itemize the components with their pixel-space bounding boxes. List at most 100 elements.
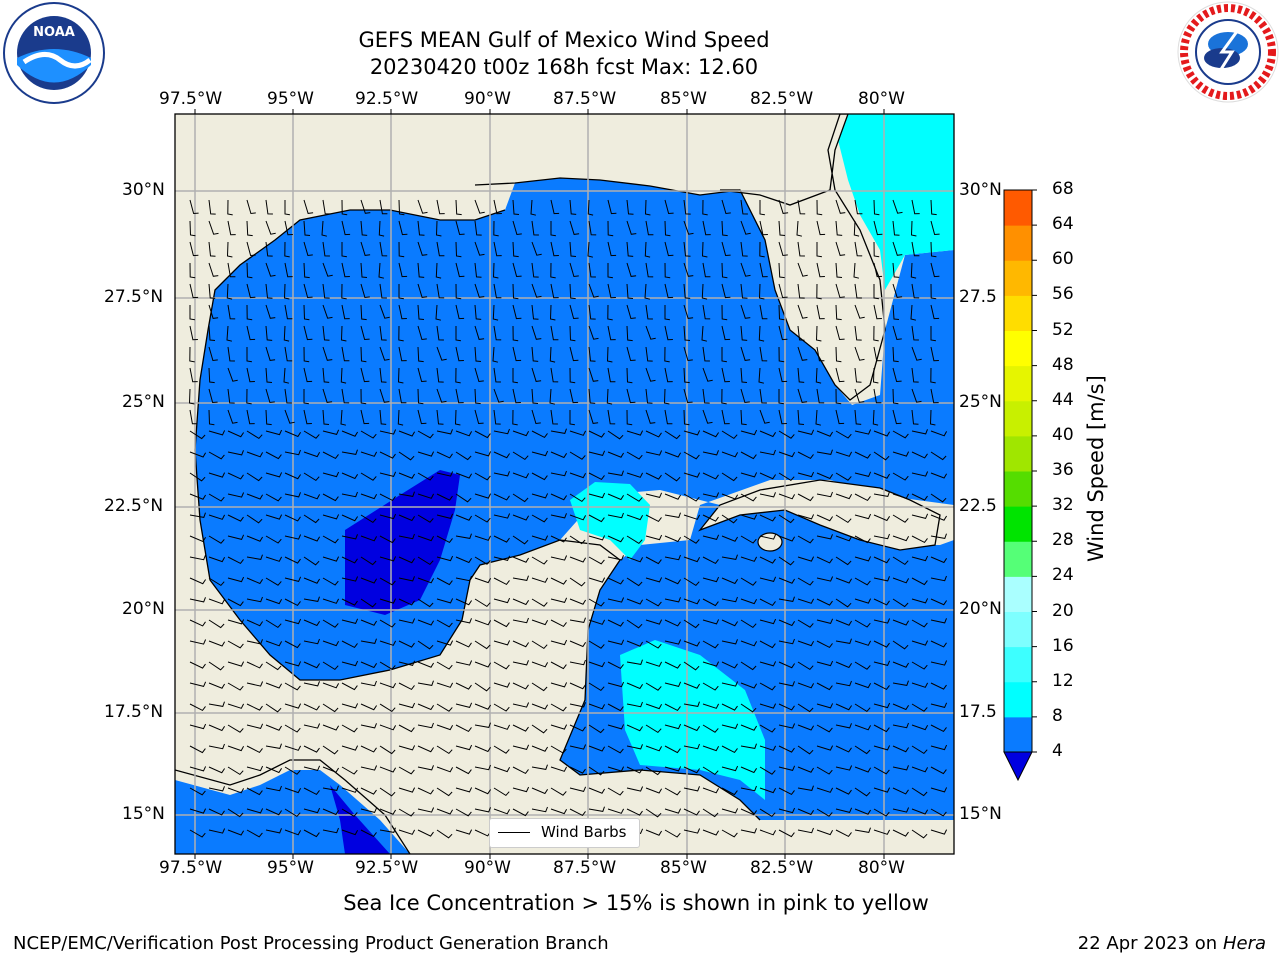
wind-barb xyxy=(474,556,491,565)
lat-label-right: 22.5 xyxy=(959,496,997,516)
wind-barb xyxy=(854,682,872,689)
wind-barb xyxy=(398,598,415,606)
wind-barb xyxy=(284,409,295,424)
lon-label-bottom: 97.5°W xyxy=(159,858,223,878)
wind-barb xyxy=(588,598,605,607)
lat-label-left: 27.5°N xyxy=(104,287,164,307)
wind-barb xyxy=(474,703,492,710)
wind-barb xyxy=(189,535,207,543)
wind-barb xyxy=(930,702,948,708)
wind-barb xyxy=(436,598,454,604)
wind-barb xyxy=(265,577,282,586)
wind-barb xyxy=(683,786,700,792)
wind-barb xyxy=(246,723,264,729)
colorbar-tick-label: 12 xyxy=(1052,670,1074,691)
wind-barb xyxy=(607,493,625,501)
wind-barb xyxy=(835,241,846,256)
wind-barb xyxy=(683,325,691,341)
wind-barb xyxy=(493,409,501,425)
wind-barb xyxy=(246,703,263,711)
wind-barb xyxy=(455,787,473,793)
wind-barb xyxy=(815,367,822,384)
wind-barb xyxy=(208,786,225,792)
wind-barb xyxy=(740,325,748,341)
wind-barb xyxy=(835,680,852,687)
wind-barb xyxy=(417,283,428,298)
wind-barb xyxy=(341,745,359,751)
wind-barb xyxy=(569,262,579,278)
wind-barb xyxy=(303,535,321,542)
wind-barb xyxy=(436,388,447,403)
wind-barb xyxy=(721,514,738,524)
wind-barb xyxy=(455,430,473,437)
wind-barb xyxy=(854,283,862,299)
wind-barb xyxy=(835,787,852,795)
wind-barb xyxy=(835,723,852,729)
wind-barb xyxy=(797,409,805,425)
wind-barb xyxy=(835,493,853,500)
wind-barb xyxy=(607,681,625,688)
wind-barb xyxy=(873,241,880,258)
colorbar-band xyxy=(1004,506,1032,542)
wind-barb xyxy=(797,304,808,319)
wind-barb xyxy=(284,241,290,258)
wind-barb xyxy=(626,430,644,436)
wind-barb xyxy=(911,661,928,670)
wind-barb xyxy=(626,325,633,342)
wind-barb xyxy=(493,513,511,519)
wind-barb xyxy=(663,388,670,405)
wind-barb xyxy=(759,304,768,320)
wind-barb xyxy=(474,283,485,298)
wind-barb xyxy=(873,787,891,793)
wind-barb xyxy=(455,220,465,236)
wind-barb xyxy=(626,367,633,384)
colorbar-tick-label: 64 xyxy=(1052,214,1074,235)
wind-barb xyxy=(493,367,501,383)
wind-barb xyxy=(758,325,765,342)
wind-barb xyxy=(778,596,795,602)
wind-barb xyxy=(588,514,605,523)
wind-barb xyxy=(284,262,293,278)
wind-barb xyxy=(816,491,833,498)
wind-barb xyxy=(721,388,727,405)
wind-barb xyxy=(531,598,548,607)
wind-barb xyxy=(683,661,700,671)
wind-barb xyxy=(569,808,586,817)
wind-barb xyxy=(873,808,890,817)
wind-barb xyxy=(379,325,387,341)
lon-label-top: 92.5°W xyxy=(355,89,419,109)
wind-barb xyxy=(872,409,879,426)
wind-barb xyxy=(797,682,815,689)
wind-barb xyxy=(417,535,435,542)
wind-barb xyxy=(417,745,435,753)
wind-barb xyxy=(493,682,511,688)
wind-barb xyxy=(607,304,613,321)
wind-barb xyxy=(227,220,236,236)
wind-barb xyxy=(455,766,472,775)
wind-barb xyxy=(588,745,606,752)
wind-barb xyxy=(702,787,720,794)
wind-barb xyxy=(778,220,786,236)
wind-barb xyxy=(322,283,330,299)
wind-barb xyxy=(702,808,719,818)
wind-barb xyxy=(816,576,834,582)
footer-branch: NCEP/EMC/Verification Post Processing Pr… xyxy=(13,933,609,954)
wind-barb xyxy=(246,808,264,814)
wind-barb xyxy=(341,724,358,733)
wind-barb xyxy=(417,367,427,383)
wind-barb xyxy=(759,598,776,607)
colorbar-band xyxy=(1004,611,1032,648)
wind-barb xyxy=(322,451,339,460)
map-frame xyxy=(174,113,955,855)
colorbar-tick-label: 40 xyxy=(1052,424,1074,445)
wind-barb xyxy=(189,808,207,814)
wind-barb xyxy=(683,283,691,299)
wind-barb xyxy=(208,514,226,520)
wind-barb xyxy=(645,703,663,710)
wind-barb xyxy=(512,346,522,362)
wind-barb xyxy=(284,492,301,498)
wind-barb xyxy=(911,199,920,215)
wind-barb xyxy=(721,304,728,321)
wind-barb xyxy=(778,367,788,383)
wind-barb xyxy=(512,388,521,404)
